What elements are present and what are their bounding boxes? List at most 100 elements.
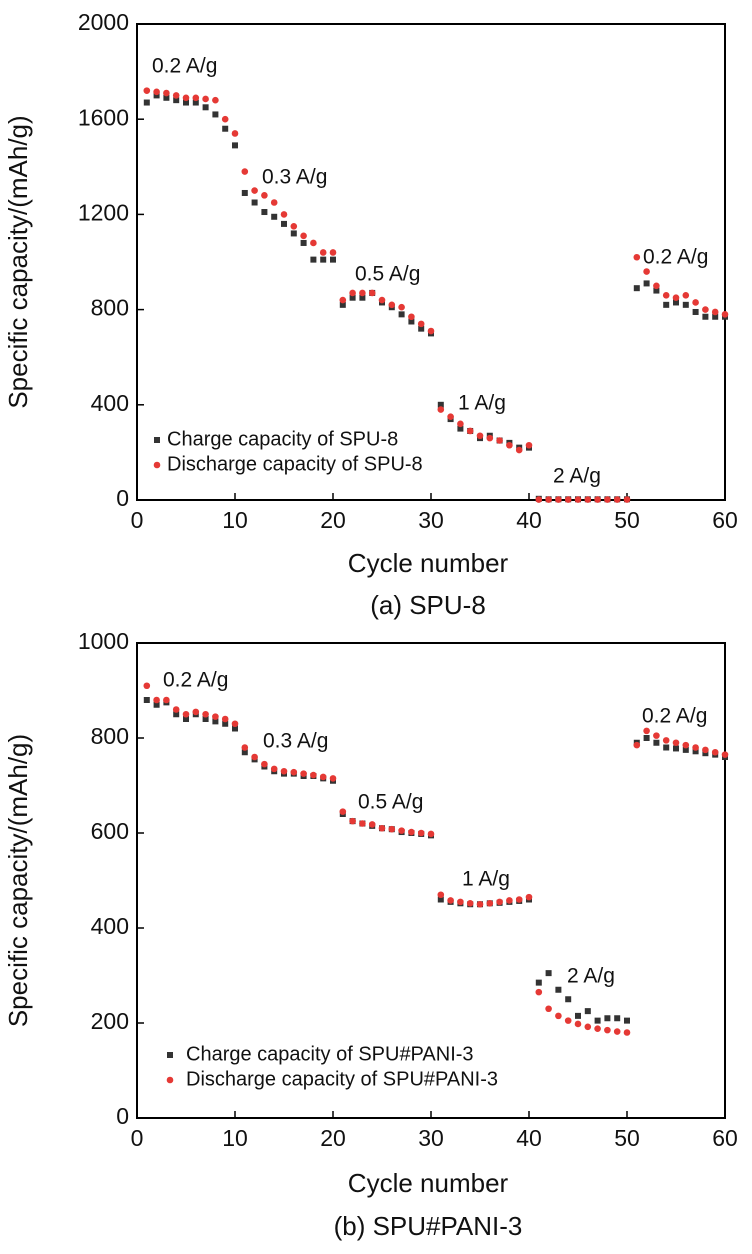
data-point (143, 87, 151, 94)
data-point (692, 299, 699, 306)
y-axis-label: Specific capacity/(mAh/g) (3, 734, 33, 1027)
data-point (545, 496, 552, 503)
x-tick-label: 10 (222, 1125, 248, 1151)
data-point (506, 897, 513, 904)
data-point (251, 753, 258, 761)
y-axis-label: Specific capacity/(mAh/g) (3, 115, 33, 408)
data-point (183, 716, 189, 722)
data-point (359, 820, 366, 827)
annotation: 2 A/g (553, 465, 601, 488)
data-point (290, 768, 298, 776)
data-point (555, 496, 562, 503)
data-point (172, 92, 180, 99)
data-point (232, 142, 238, 149)
data-point (173, 711, 180, 718)
x-tick-label: 40 (516, 507, 542, 533)
data-point (673, 745, 679, 752)
annotation: 0.5 A/g (355, 263, 420, 286)
data-point (378, 824, 386, 832)
subplot: 0 200 400 600 800 1000 0 10 20 30 40 50 60 0.2 A/g 0.3… (3, 628, 738, 1241)
legend-marker (154, 437, 160, 443)
data-point (280, 211, 288, 218)
data-point (653, 282, 660, 290)
data-point (417, 320, 425, 328)
data-point (388, 825, 396, 833)
data-point (182, 94, 190, 102)
y-tick-label: 400 (91, 390, 129, 416)
data-point (172, 706, 180, 713)
data-point (182, 710, 190, 718)
data-point (222, 720, 229, 727)
data-point (143, 682, 151, 690)
data-point (221, 715, 229, 723)
data-point (486, 434, 494, 442)
data-point (212, 96, 219, 104)
caption: (b) SPU#PANI-3 (334, 1211, 523, 1241)
annotation: 0.5 A/g (358, 791, 423, 814)
y-tick-label: 200 (91, 1008, 129, 1034)
data-point (673, 299, 679, 306)
data-point (202, 104, 209, 111)
data-point (398, 827, 405, 834)
data-point (653, 287, 660, 294)
data-point (398, 311, 405, 318)
data-point (702, 306, 709, 313)
data-point (555, 986, 562, 993)
caption: (a) SPU-8 (370, 590, 486, 620)
legend-label: Discharge capacity of SPU-8 (167, 453, 423, 475)
data-point (368, 289, 376, 297)
data-point (663, 301, 670, 308)
y-tick-label: 800 (91, 723, 129, 749)
data-point (437, 891, 445, 899)
data-point (662, 737, 670, 744)
annotation: 0.2 A/g (163, 669, 228, 692)
data-point (241, 749, 248, 756)
data-point (319, 249, 327, 256)
data-point (231, 130, 239, 137)
data-point (231, 720, 239, 728)
y-tick-label: 0 (116, 1103, 129, 1129)
data-point (339, 808, 347, 815)
data-point (574, 496, 582, 503)
data-point (300, 239, 307, 246)
data-point (692, 308, 699, 315)
data-point (545, 970, 552, 977)
data-point (682, 746, 689, 753)
data-point (682, 741, 690, 749)
data-point (672, 294, 680, 302)
data-point (408, 318, 415, 325)
data-point (153, 88, 160, 96)
data-point (525, 893, 533, 901)
data-point (584, 1008, 591, 1015)
legend-marker (167, 1052, 173, 1058)
data-point (692, 744, 699, 751)
data-point (457, 898, 464, 906)
x-tick-label: 60 (712, 1125, 738, 1151)
data-point (339, 301, 346, 308)
data-point (270, 765, 278, 773)
data-point (290, 230, 297, 237)
data-point (633, 253, 641, 261)
data-point (702, 750, 709, 757)
data-point (241, 189, 248, 196)
legend-label: Charge capacity of SPU-8 (167, 428, 398, 450)
data-point (192, 99, 199, 106)
data-point (496, 437, 503, 444)
data-point (692, 748, 699, 755)
data-point (330, 256, 336, 263)
data-point (153, 701, 160, 708)
data-point (359, 289, 366, 297)
data-point (643, 280, 650, 287)
data-point (682, 301, 689, 308)
data-point (623, 496, 631, 503)
data-point (349, 289, 356, 297)
data-point (173, 97, 180, 104)
data-point (270, 199, 278, 206)
x-tick-label: 30 (418, 1125, 444, 1151)
data-point (241, 168, 249, 175)
data-point (575, 1012, 581, 1019)
data-point (721, 311, 729, 318)
data-point (329, 249, 337, 256)
data-point (163, 696, 170, 704)
data-point (711, 748, 719, 756)
